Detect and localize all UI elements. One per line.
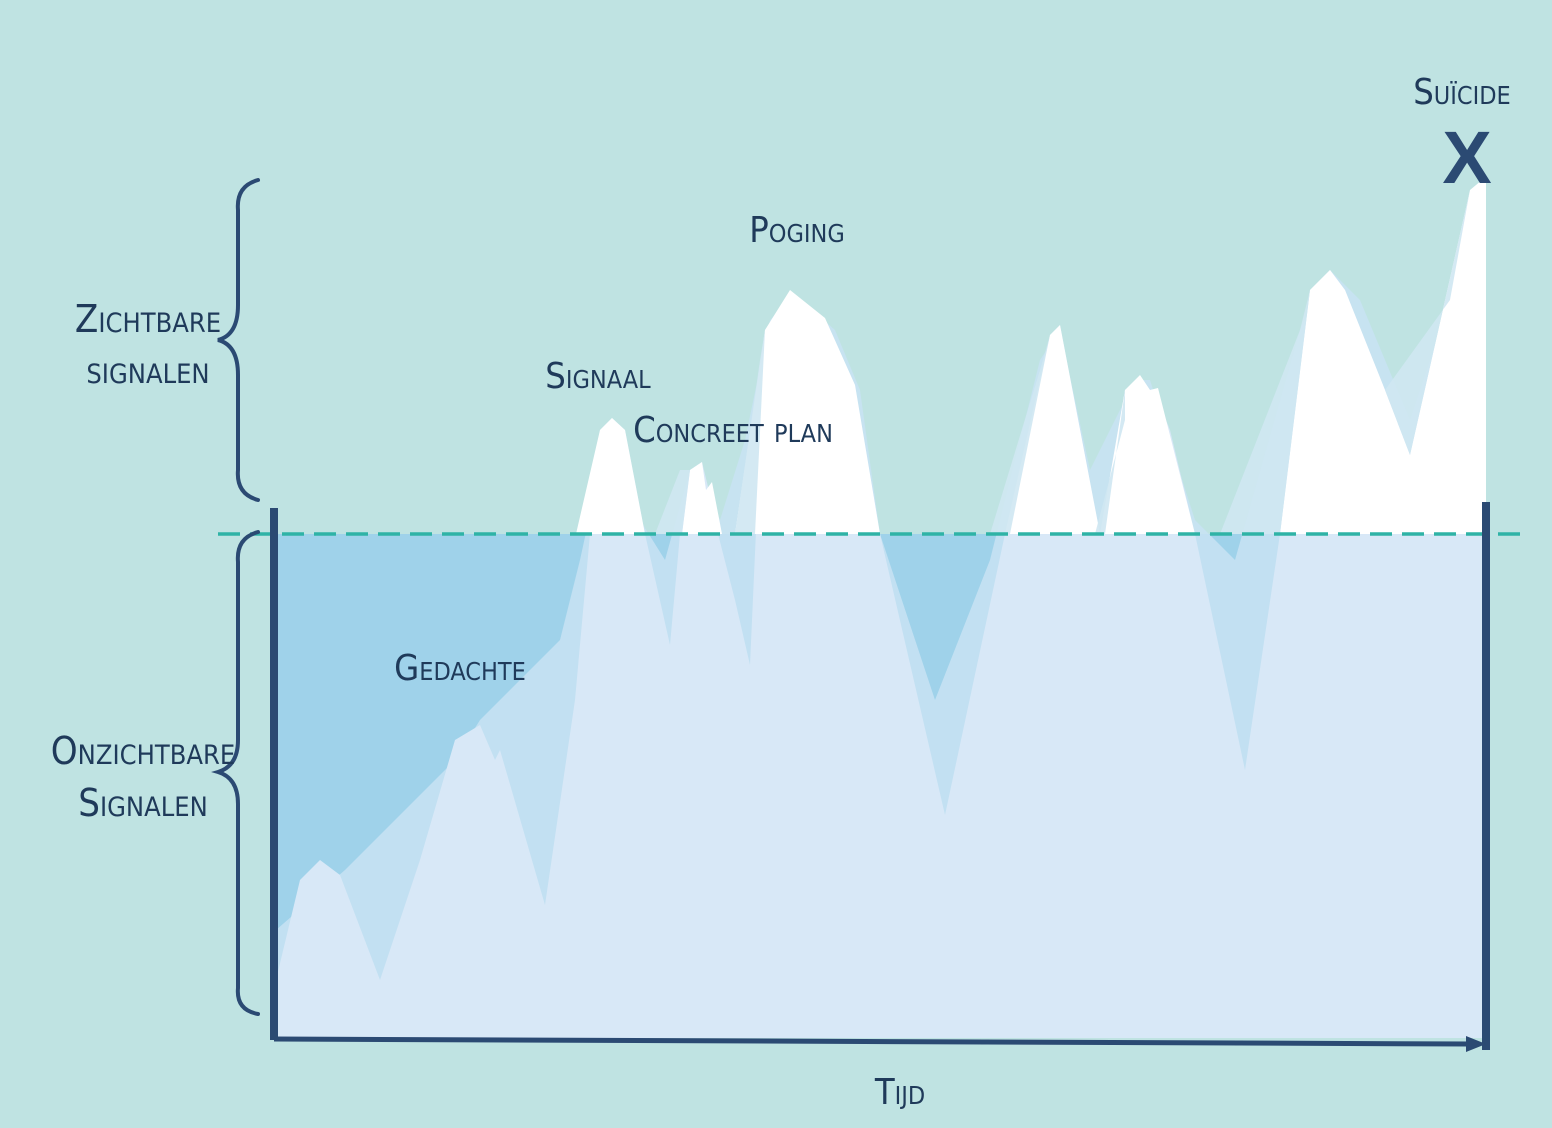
stage-label-suicide: Suïcide	[1413, 72, 1511, 113]
suicide-marker: X	[1442, 116, 1491, 199]
visible-zone-label-line1: Zichtbare	[75, 297, 221, 341]
x-axis-arrowhead	[1466, 1036, 1486, 1052]
signal-curve-peaks	[576, 180, 1486, 534]
invisible-zone-label-line1: Onzichtbare	[51, 729, 235, 773]
visible-zone-label-line2: signalen	[86, 348, 209, 392]
peak-shadow-left	[735, 330, 765, 534]
stage-label-attempt: Poging	[749, 210, 845, 251]
stage-label-thought: Gedachte	[394, 648, 526, 689]
x-axis-label: Tijd	[874, 1072, 925, 1113]
x-axis	[273, 1036, 1471, 1047]
peak-shadow-mid	[1220, 290, 1310, 534]
peak-shadow-right	[1385, 190, 1470, 455]
visible-brace	[217, 178, 260, 502]
signal-curve-body	[276, 180, 1486, 1038]
stage-label-signal: Signaal	[545, 356, 651, 397]
invisible-brace	[211, 530, 260, 1016]
peak-shadow-small	[655, 470, 690, 534]
invisible-zone-label-line2: Signalen	[78, 781, 208, 825]
stage-label-plan: Concreet plan	[633, 410, 833, 451]
